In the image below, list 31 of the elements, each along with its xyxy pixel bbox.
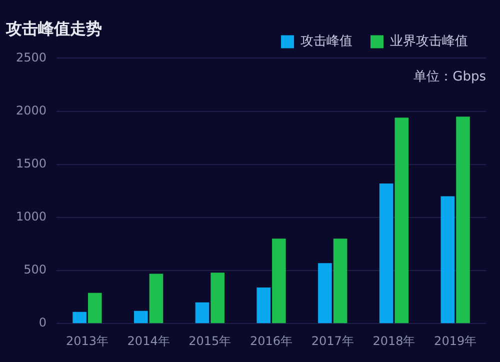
chart-title: 攻击峰值走势 <box>5 18 102 38</box>
bar <box>210 272 224 324</box>
bar <box>256 288 271 324</box>
y-tick-label: 1000 <box>16 210 47 224</box>
y-tick-label: 2500 <box>16 50 47 64</box>
bar <box>440 196 455 324</box>
annotation: 单位：Gbps <box>414 69 486 84</box>
bar <box>195 302 210 324</box>
bar <box>394 118 409 324</box>
bar <box>379 183 394 324</box>
y-tick-label: 2000 <box>16 103 47 118</box>
x-tick-label: 2016年 <box>250 334 293 348</box>
x-tick-label: 2013年 <box>66 334 108 348</box>
bar <box>333 238 348 324</box>
x-tick-label: 2015年 <box>188 334 232 348</box>
x-tick-label: 2014年 <box>127 334 170 348</box>
bar <box>88 292 102 324</box>
x-tick-label: 2018年 <box>372 334 416 348</box>
bar <box>149 274 164 324</box>
bar <box>134 310 148 324</box>
x-tick-label: 2019年 <box>434 334 477 348</box>
bar <box>72 312 86 324</box>
y-tick-label: 0 <box>38 316 47 330</box>
legend-label: 攻击峰值 <box>300 34 352 50</box>
bar <box>318 263 332 324</box>
x-tick-label: 2017年 <box>311 334 354 348</box>
bar <box>272 238 286 324</box>
y-tick-label: 1500 <box>16 156 47 170</box>
bar <box>456 116 470 324</box>
y-tick-label: 500 <box>24 262 47 277</box>
legend-label: 业界攻击峰值 <box>390 34 468 50</box>
